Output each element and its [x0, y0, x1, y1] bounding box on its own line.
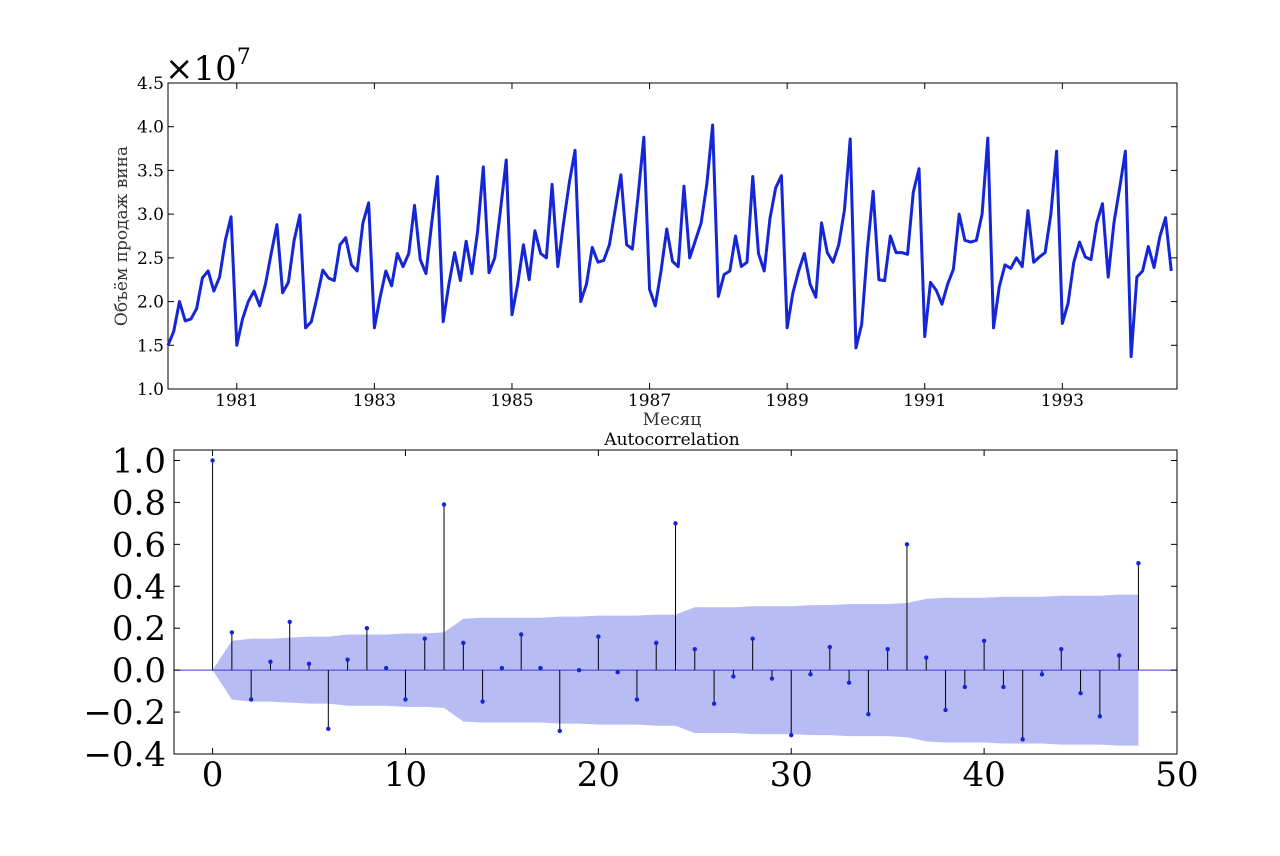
acf-point: [1001, 684, 1006, 690]
acf-point: [731, 674, 736, 679]
sales-y-tick-label: 1.5: [137, 336, 164, 356]
sales-y-ticks: 1.0 1.5 2.0 2.5 3.0 3.5 4.0 4.5: [137, 74, 1177, 400]
acf-point: [229, 630, 235, 635]
acf-point: [1078, 691, 1083, 696]
acf-point: [769, 676, 775, 681]
acf-point: [403, 697, 408, 702]
acf-x-tick-label: 40: [962, 755, 1005, 795]
acf-y-tick-label: 0.2: [112, 609, 166, 649]
acf-point: [576, 667, 582, 673]
sales-y-tick-label: 4.0: [137, 118, 164, 138]
acf-point: [615, 670, 620, 675]
acf-point: [518, 632, 524, 637]
acf-point: [750, 636, 755, 641]
acf-point: [538, 665, 543, 671]
acf-point: [1116, 653, 1122, 658]
acf-x-ticks: 0 10 20 30 40 50: [202, 450, 1199, 795]
acf-point: [654, 640, 659, 646]
acf-point: [383, 665, 389, 671]
acf-y-tick-label: 0.4: [112, 567, 166, 607]
sales-plot-frame: [167, 82, 1178, 390]
acf-point: [461, 640, 466, 646]
sales-x-tick-label: 1985: [490, 391, 533, 411]
acf-point: [924, 655, 929, 660]
acf-y-tick-label: 0.6: [112, 525, 166, 565]
sales-x-tick-label: 1987: [628, 391, 671, 411]
acf-point: [1136, 561, 1141, 566]
acf-point: [1039, 672, 1045, 677]
acf-point: [634, 697, 640, 702]
acf-point: [846, 680, 852, 685]
sales-y-multiplier: ×107: [165, 45, 251, 89]
acf-y-ticks: −0.4−0.20.00.20.40.60.81.0: [83, 441, 1177, 775]
acf-x-tick-label: 50: [1155, 755, 1198, 795]
sales-x-axis-label: Месяц: [643, 410, 702, 430]
acf-point: [827, 644, 833, 650]
sales-y-tick-label: 1.0: [137, 380, 164, 400]
acf-point: [364, 626, 370, 631]
acf-point: [268, 659, 273, 664]
acf-point: [943, 707, 948, 713]
acf-x-tick-label: 20: [577, 755, 620, 795]
acf-point: [711, 701, 717, 706]
acf-point: [962, 684, 968, 690]
acf-y-tick-label: 1.0: [112, 441, 166, 481]
acf-point: [480, 699, 485, 704]
acf-point: [1097, 714, 1103, 719]
acf-point: [808, 672, 813, 677]
acf-point: [981, 638, 987, 643]
sales-y-axis-label: Объём продаж вина: [112, 146, 132, 326]
acf-point: [596, 634, 601, 639]
acf-point: [866, 711, 871, 717]
acf-y-tick-label: 0.0: [112, 651, 166, 691]
acf-x-tick-label: 10: [384, 755, 427, 795]
sales-y-tick-label: 2.5: [137, 249, 164, 269]
acf-point: [441, 502, 447, 507]
acf-point: [210, 458, 215, 463]
acf-x-tick-label: 0: [202, 755, 224, 795]
acf-point: [326, 726, 331, 732]
sales-y-tick-label: 3.5: [137, 161, 164, 181]
acf-point: [673, 521, 678, 526]
acf-point: [287, 619, 292, 625]
acf-point: [248, 697, 254, 702]
acf-chart: Autocorrelation −0.4−0.20.00.20.40.60.81…: [83, 430, 1198, 795]
acf-point: [789, 732, 794, 738]
acf-x-tick-label: 30: [770, 755, 813, 795]
acf-point: [557, 728, 562, 734]
acf-point: [499, 665, 505, 671]
acf-point: [422, 636, 427, 641]
acf-y-tick-label: 0.8: [112, 483, 166, 523]
acf-point: [1059, 646, 1064, 652]
acf-point: [885, 646, 890, 652]
acf-point: [345, 657, 350, 662]
sales-series-line: [166, 123, 1173, 359]
acf-y-tick-label: −0.2: [83, 693, 166, 733]
sales-x-tick-label: 1989: [766, 391, 809, 411]
acf-point: [306, 661, 312, 667]
sales-y-tick-label: 4.5: [137, 74, 164, 94]
acf-title: Autocorrelation: [603, 430, 739, 450]
acf-stems: [210, 458, 1141, 742]
sales-x-tick-label: 1981: [215, 391, 258, 411]
acf-point: [692, 646, 697, 652]
acf-point: [904, 542, 910, 547]
sales-y-tick-label: 3.0: [137, 205, 164, 225]
sales-chart: 1.01.52.02.53.03.54.04.5 1981 1983 1985 198…: [112, 45, 1178, 430]
sales-x-ticks: 1981 1983 1985 1987 1989 1991 1993: [215, 83, 1084, 411]
acf-y-tick-label: −0.4: [83, 735, 166, 775]
sales-y-tick-label: 2.0: [137, 293, 164, 313]
acf-point: [1020, 737, 1025, 742]
sales-x-tick-label: 1983: [353, 391, 396, 411]
sales-x-tick-label: 1991: [903, 391, 946, 411]
sales-x-tick-label: 1993: [1041, 391, 1084, 411]
